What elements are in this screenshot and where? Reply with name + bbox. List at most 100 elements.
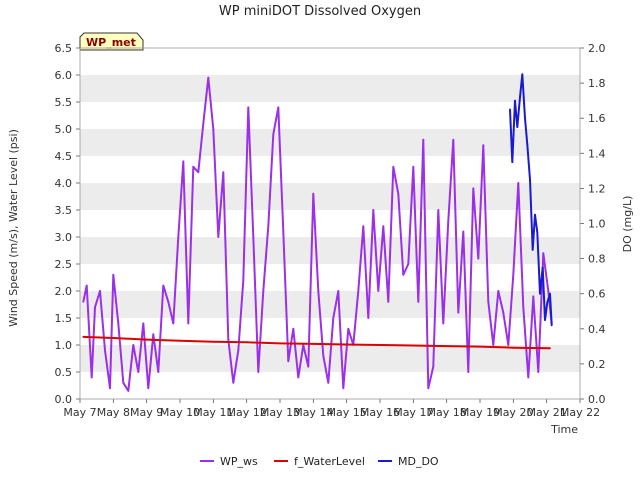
y-left-tick-label: 3.0 [55, 231, 73, 244]
data-point-WP_ws [457, 311, 460, 314]
x-tick-label: May 17 [393, 406, 433, 419]
data-point-f_WaterLevel [379, 344, 381, 346]
y-right-tick-label: 0.2 [588, 358, 606, 371]
data-point-WP_ws [437, 209, 440, 211]
data-point-WP_ws [447, 219, 450, 222]
y-left-ticks: 0.0 0.5 1.0 1.5 2.0 2.5 3.0 3.5 4.0 4.5 5.0 5.5 6.0 6… [55, 42, 80, 406]
x-tick-label: May 14 [293, 406, 333, 419]
data-point-f_WaterLevel [445, 345, 448, 347]
data-point-WP_ws [402, 273, 405, 276]
data-point-WP_ws [372, 209, 375, 211]
data-point-WP_ws [152, 333, 155, 336]
data-point-WP_ws [187, 322, 190, 325]
data-point-MD_DO [531, 248, 534, 251]
data-point-WP_ws [497, 290, 500, 292]
data-point-WP_ws [137, 371, 140, 373]
y-right-tick-label: 0.6 [588, 288, 606, 301]
data-point-WP_ws [282, 230, 285, 233]
x-tick-label: May 7 [63, 406, 96, 419]
grid-bands [80, 75, 580, 372]
data-point-WP_ws [317, 290, 320, 292]
data-point-WP_ws [382, 225, 385, 228]
data-point-WP_ws [417, 300, 420, 303]
data-point-WP_ws [477, 257, 480, 260]
data-point-WP_ws [312, 192, 315, 195]
data-point-MD_DO [546, 301, 549, 304]
data-point-MD_DO [509, 108, 511, 111]
data-point-WP_ws [207, 76, 210, 79]
data-point-WP_ws [192, 165, 195, 168]
y-left-tick-label: 2.0 [55, 285, 73, 298]
data-point-WP_ws [427, 387, 430, 390]
data-point-MD_DO [529, 178, 531, 181]
data-point-WP_ws [517, 182, 520, 184]
data-point-WP_ws [522, 306, 525, 309]
data-point-WP_ws [547, 290, 550, 292]
data-point-WP_ws [104, 349, 106, 352]
data-point-WP_ws [287, 360, 290, 363]
x-tick-label: May 19 [460, 406, 500, 419]
data-point-WP_ws [362, 225, 365, 228]
data-point-WP_ws [162, 284, 165, 287]
y-right-tick-label: 1.8 [588, 77, 606, 90]
data-point-WP_ws [482, 144, 485, 147]
data-point-WP_ws [472, 187, 475, 190]
y-right-tick-label: 1.0 [588, 218, 606, 231]
data-point-f_WaterLevel [512, 346, 515, 349]
data-point-WP_ws [277, 106, 280, 109]
x-tick-label: May 16 [360, 406, 400, 419]
data-point-WP_ws [462, 230, 465, 233]
data-point-WP_ws [292, 327, 295, 330]
series-f_WaterLevel [82, 335, 551, 350]
data-point-f_WaterLevel [279, 342, 281, 345]
y-left-tick-label: 4.0 [55, 177, 73, 190]
data-point-WP_ws [487, 300, 490, 303]
data-point-WP_ws [212, 128, 215, 130]
grid-band [80, 291, 580, 318]
data-point-MD_DO [514, 99, 516, 102]
data-point-WP_ws [537, 371, 540, 373]
badge-box [79, 32, 144, 51]
data-point-WP_ws [109, 387, 111, 390]
x-tick-label: May 13 [260, 406, 300, 419]
data-point-WP_ws [147, 387, 150, 390]
data-point-WP_ws [367, 317, 370, 319]
data-point-WP_ws [532, 295, 535, 298]
data-point-MD_DO [534, 213, 536, 216]
y-left-tick-label: 5.0 [55, 123, 73, 136]
data-point-MD_DO [550, 324, 553, 327]
data-point-MD_DO [524, 117, 526, 120]
data-point-WP_ws [442, 322, 445, 325]
data-point-MD_DO [541, 266, 544, 269]
data-point-f_WaterLevel [312, 343, 315, 345]
data-point-WP_ws [297, 376, 300, 379]
data-point-WP_ws [467, 371, 470, 373]
series-MD_DO [509, 73, 553, 327]
chart-title: WP miniDOT Dissolved Oxygen [219, 4, 421, 19]
data-point-WP_ws [197, 171, 200, 174]
data-point-WP_ws [99, 290, 101, 292]
data-point-f_WaterLevel [345, 343, 348, 346]
data-point-WP_ws [387, 300, 390, 303]
data-point-WP_ws [232, 381, 235, 384]
grid-band [80, 75, 580, 102]
data-point-WP_ws [337, 290, 340, 292]
legend-label-MD_DO: MD_DO [398, 455, 439, 468]
data-point-MD_DO [544, 319, 546, 321]
data-point-f_WaterLevel [82, 336, 85, 338]
series-line-MD_DO [509, 73, 553, 326]
data-point-WP_ws [392, 165, 395, 168]
data-point-MD_DO [521, 73, 524, 76]
x-tick-label: May 9 [130, 406, 163, 419]
y-right-ticks: 0.0 0.2 0.4 0.6 0.8 1.0 1.2 1.4 1.6 1.8 2.0 [580, 42, 606, 406]
y-left-tick-label: 2.5 [55, 258, 73, 271]
series-WP_ws [82, 76, 553, 392]
y-right-tick-label: 0.8 [588, 253, 606, 266]
series-layer [82, 73, 553, 392]
data-point-f_WaterLevel [245, 341, 248, 344]
data-point-WP_ws [227, 338, 230, 341]
data-point-f_WaterLevel [549, 347, 551, 350]
data-point-WP_ws [242, 279, 245, 282]
